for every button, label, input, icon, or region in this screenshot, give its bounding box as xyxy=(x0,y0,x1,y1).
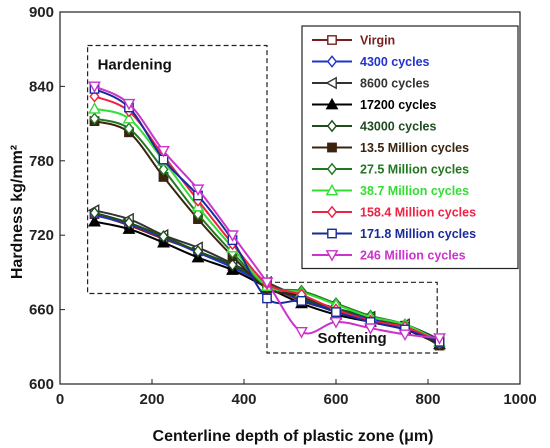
data-point xyxy=(122,98,136,111)
x-tick-label: 200 xyxy=(139,391,164,408)
data-point xyxy=(88,214,101,227)
region-boxes: Hardening Softening xyxy=(86,44,438,354)
plot-area xyxy=(59,11,521,385)
data-point xyxy=(89,206,100,220)
data-point xyxy=(398,329,412,342)
legend-entry: 4300 cycles xyxy=(312,55,430,69)
legend-marker xyxy=(326,55,338,68)
legend-label: 4300 cycles xyxy=(360,55,430,69)
legend-label: 13.5 Million cycles xyxy=(360,141,469,155)
data-point xyxy=(192,245,204,258)
legend-entry: 43000 cycles xyxy=(312,120,437,134)
legend-entry: 246 Million cycles xyxy=(312,249,466,263)
data-point xyxy=(158,163,169,176)
data-point xyxy=(158,230,169,243)
y-axis-label: Hardness kg/mm² xyxy=(9,145,26,279)
data-point xyxy=(433,333,446,345)
data-point xyxy=(364,323,377,335)
hardening-region-box xyxy=(86,44,268,295)
y-tick-label: 840 xyxy=(29,78,54,95)
legend-label: 43000 cycles xyxy=(360,120,437,134)
legend-entry: 171.8 Million cycles xyxy=(312,227,476,241)
legend-marker xyxy=(327,142,337,153)
legend-label: 8600 cycles xyxy=(360,77,430,91)
legend-entry: 8600 cycles xyxy=(312,77,430,91)
x-tick-label: 800 xyxy=(415,391,440,408)
data-point xyxy=(123,216,135,230)
series-group xyxy=(87,81,446,351)
legend-marker xyxy=(327,35,337,45)
legend-label: 158.4 Million cycles xyxy=(360,206,476,220)
legend-entry: 27.5 Million cycles xyxy=(312,163,469,177)
data-point xyxy=(157,145,170,158)
data-point xyxy=(296,296,307,306)
legend-marker xyxy=(325,183,339,196)
data-point xyxy=(88,102,101,114)
y-tick-label: 660 xyxy=(29,302,54,319)
data-point xyxy=(191,184,205,196)
legend-marker xyxy=(326,162,338,176)
data-point xyxy=(331,307,341,317)
data-point xyxy=(295,327,308,339)
y-tick-label: 780 xyxy=(29,153,54,170)
axis-ticks: 0 200 400 600 800 1000 600 660 720 780 840 900 xyxy=(29,4,537,408)
legend-label: 17200 cycles xyxy=(360,98,437,112)
legend-entry: 13.5 Million cycles xyxy=(312,141,469,155)
x-tick-label: 0 xyxy=(56,391,64,408)
legend-label: 246 Million cycles xyxy=(360,249,466,263)
legend-entry: 158.4 Million cycles xyxy=(312,206,476,220)
data-point xyxy=(227,258,238,272)
y-tick-label: 720 xyxy=(29,227,54,244)
legend-label: 27.5 Million cycles xyxy=(360,163,469,177)
x-tick-label: 400 xyxy=(231,391,256,408)
legend-label: 171.8 Million cycles xyxy=(360,227,476,241)
x-tick-label: 1000 xyxy=(503,391,536,408)
legend-marker xyxy=(325,76,337,90)
hardening-label: Hardening xyxy=(98,56,172,73)
softening-label: Softening xyxy=(318,330,387,347)
data-point xyxy=(89,112,100,125)
legend-marker xyxy=(326,205,338,219)
legend-entry: 17200 cycles xyxy=(312,97,437,112)
series-10 xyxy=(88,81,446,345)
legend-marker xyxy=(325,250,339,262)
legend-marker xyxy=(325,97,339,110)
x-axis-label: Centerline depth of plastic zone (μm) xyxy=(153,428,434,445)
legend-entry: Virgin xyxy=(312,34,395,48)
y-tick-label: 900 xyxy=(29,4,54,21)
data-point xyxy=(262,293,272,304)
y-tick-label: 600 xyxy=(29,376,54,393)
legend-marker xyxy=(326,119,338,133)
data-point xyxy=(88,81,101,94)
legend-label: Virgin xyxy=(360,34,395,48)
data-point xyxy=(123,122,135,135)
legend-marker xyxy=(327,228,337,239)
data-point xyxy=(122,111,136,124)
x-tick-label: 600 xyxy=(323,391,348,408)
legend-label: 38.7 Million cycles xyxy=(360,184,469,198)
legend-entry: 38.7 Million cycles xyxy=(312,183,469,198)
data-point xyxy=(329,317,343,329)
data-point xyxy=(226,230,239,242)
data-point xyxy=(192,207,204,221)
legend: Virgin 4300 cycles 8600 cycles 17200 cycles… xyxy=(301,25,519,270)
data-point xyxy=(260,277,274,289)
